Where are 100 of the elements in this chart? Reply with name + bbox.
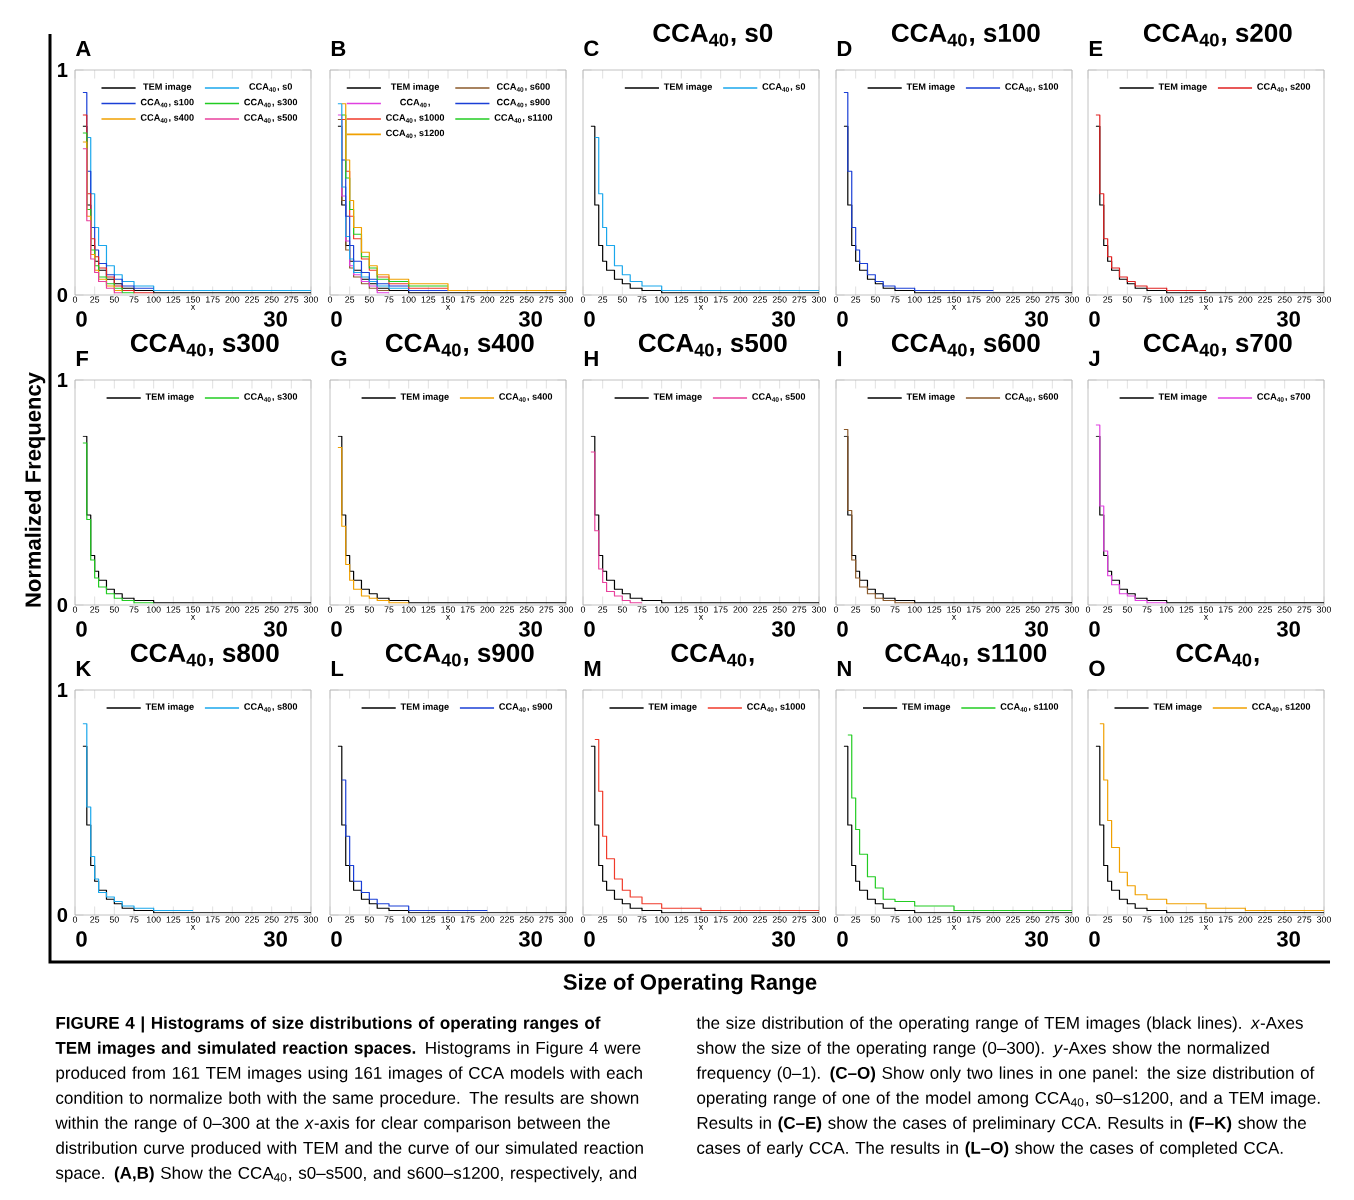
x-tick-label: 150 (694, 296, 708, 303)
x-tick-label: 275 (1045, 296, 1060, 303)
text: A (75, 40, 91, 57)
y-tick-label: 1 (58, 683, 68, 697)
x-tick-label: 200 (986, 916, 1001, 923)
legend-label: CCA$_{40}$, (400, 98, 430, 108)
x-tick-label: 225 (1258, 296, 1272, 303)
x-tick-label: 225 (500, 296, 514, 303)
x-tick-label: 300 (559, 296, 573, 303)
text: 30 (771, 311, 795, 327)
x-axis-title: x (698, 615, 704, 620)
text: 30 (771, 931, 795, 947)
text: 0 (76, 311, 87, 327)
text: 0 (584, 311, 595, 327)
x-tick-label: 75 (890, 606, 900, 613)
x-tick-label: 0 (580, 606, 586, 613)
legend-label: CCA$_{40}$, s400 (499, 393, 553, 402)
x-tick-label: 175 (1219, 916, 1233, 923)
x-tick-label: 250 (1025, 916, 1040, 923)
legend-label: CCA$_{40}$, s800 (244, 703, 298, 712)
x-tick-label: 25 (1103, 606, 1113, 613)
x-tick-label: 50 (109, 296, 119, 303)
x-tick-label: 200 (1238, 296, 1253, 303)
x-tick-label: 0 (1085, 916, 1091, 923)
chart-title: CCA$_{40}$, (671, 643, 754, 667)
x-tick-label: 75 (129, 916, 139, 923)
text: 0 (76, 931, 87, 947)
x-tick-label: 250 (264, 296, 279, 303)
x-tick-label: 175 (1219, 606, 1233, 613)
x-tick-label: 275 (792, 606, 807, 613)
chart-title: CCA$_{40}$, s300 (130, 333, 279, 357)
x-axis-title: x (445, 615, 451, 620)
x-tick-label: 125 (421, 296, 436, 303)
chart-title: CCA$_{40}$, s900 (385, 643, 534, 667)
text: 30 (1276, 931, 1300, 947)
x-tick-label: 0 (327, 606, 333, 613)
x-tick-label: 175 (966, 296, 981, 303)
x-tick-label: 50 (364, 296, 374, 303)
text: O (1089, 660, 1105, 677)
legend-label: TEM image (145, 393, 194, 402)
text: L (331, 660, 344, 677)
x-tick-label: 125 (927, 606, 942, 613)
x-tick-label: 0 (833, 296, 839, 303)
text: 30 (263, 311, 287, 327)
x-tick-label: 50 (870, 606, 880, 613)
x-tick-label: 200 (986, 296, 1001, 303)
legend-label: TEM image (906, 393, 955, 402)
legend-label: CCA$_{40}$, s1100 (494, 114, 553, 123)
x-tick-label: 275 (284, 916, 299, 923)
legend-label: TEM image (400, 393, 449, 402)
legend-label: TEM image (400, 703, 449, 712)
chart-title: CCA$_{40}$, s200 (1143, 23, 1292, 47)
x-tick-label: 250 (1277, 916, 1292, 923)
x-tick-label: 275 (792, 296, 807, 303)
text: 30 (1276, 621, 1300, 637)
x-tick-label: 275 (1297, 916, 1312, 923)
x-tick-label: 125 (421, 916, 436, 923)
chart-title: CCA$_{40}$, s400 (385, 333, 534, 357)
legend-label: TEM image (143, 83, 192, 92)
legend-label: TEM image (653, 393, 702, 402)
text: N (837, 660, 851, 677)
x-tick-label: 150 (1199, 606, 1213, 613)
x-tick-label: 125 (421, 606, 436, 613)
legend-label: CCA$_{40}$, s1200 (1252, 703, 1311, 712)
x-tick-label: 150 (1199, 916, 1213, 923)
x-axis-title: x (1203, 615, 1209, 620)
x-tick-label: 225 (1258, 916, 1272, 923)
x-tick-label: 25 (345, 606, 355, 613)
x-tick-label: 50 (617, 296, 627, 303)
x-tick-label: 50 (1122, 916, 1132, 923)
x-tick-label: 125 (674, 916, 689, 923)
x-tick-label: 100 (401, 606, 416, 613)
x-tick-label: 75 (1142, 296, 1152, 303)
legend-label: CCA$_{40}$, s100 (140, 98, 194, 108)
x-axis-title: x (951, 305, 957, 310)
x-axis-title: x (1203, 305, 1209, 310)
x-axis-title: x (951, 615, 957, 620)
x-tick-label: 100 (1160, 296, 1174, 303)
y-tick-label: 1 (58, 373, 68, 387)
text: 0 (837, 621, 848, 637)
x-tick-label: 0 (580, 916, 586, 923)
x-tick-label: 200 (733, 916, 748, 923)
x-tick-label: 75 (129, 606, 139, 613)
legend-label: CCA$_{40}$, s0 (762, 83, 806, 92)
x-tick-label: 200 (1238, 606, 1253, 613)
x-tick-label: 200 (480, 606, 495, 613)
x-tick-label: 25 (90, 296, 100, 303)
x-tick-label: 100 (401, 916, 416, 923)
text: 30 (518, 621, 542, 637)
text: 0 (331, 311, 342, 327)
x-axis-title: x (698, 305, 704, 310)
legend-label: CCA$_{40}$, s1000 (386, 114, 445, 123)
legend-label: CCA$_{40}$, s700 (1257, 393, 1311, 402)
legend-label: CCA$_{40}$, s900 (499, 703, 553, 712)
x-tick-label: 150 (947, 606, 961, 613)
x-tick-label: 100 (146, 606, 161, 613)
text: Size of Operating Range (563, 973, 817, 995)
text: C (584, 40, 599, 57)
text: 0 (837, 931, 848, 947)
legend-label: CCA$_{40}$, s0 (249, 83, 293, 92)
